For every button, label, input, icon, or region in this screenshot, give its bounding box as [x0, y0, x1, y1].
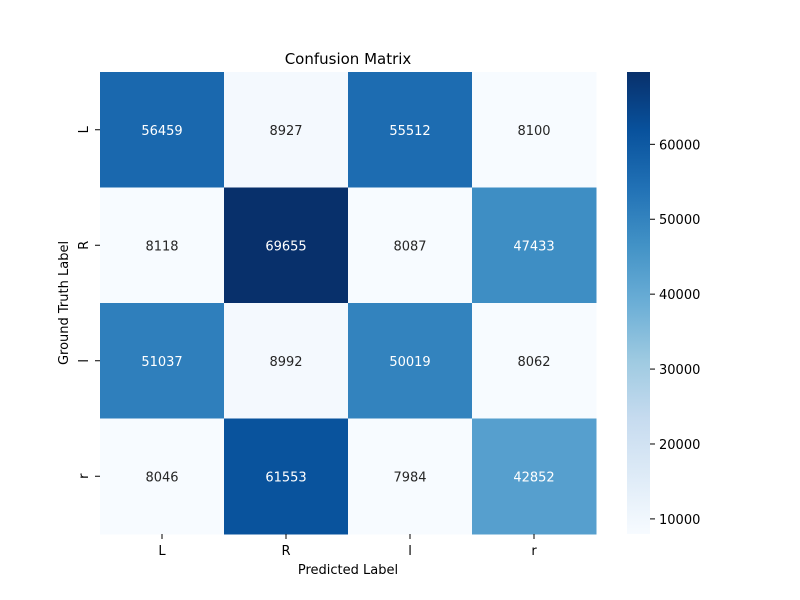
heatmap-cell [224, 303, 349, 419]
heatmap-cell [224, 187, 349, 304]
heatmap-cell-labels: 56459 8927 55512 8100 8118 69655 8087 47433 5103… [141, 124, 554, 486]
x-tick-label: R [281, 544, 290, 559]
chart-title: Confusion Matrix [285, 50, 412, 68]
cell-value-label: 8992 [269, 355, 302, 370]
y-axis-ticks: L Rl r [77, 125, 100, 479]
cell-value-label: 8087 [393, 239, 426, 254]
heatmap-cell [472, 72, 597, 188]
cell-value-label: 50019 [389, 355, 430, 370]
heatmap-cell [224, 72, 349, 188]
heatmap-cell [472, 187, 597, 304]
cell-value-label: 42852 [513, 470, 554, 485]
heatmap-cell [224, 418, 349, 535]
heatmap-cell [348, 418, 473, 535]
heatmap-cell [100, 418, 225, 535]
heatmap-cell [472, 303, 597, 419]
cell-value-label: 7984 [393, 470, 426, 485]
cell-value-label: 8118 [145, 239, 178, 254]
cell-value-label: 69655 [265, 239, 306, 254]
colorbar [627, 72, 650, 534]
heatmap-cells [100, 72, 597, 535]
heatmap-cell [100, 303, 225, 419]
y-tick-label: L [77, 125, 92, 133]
heatmap-cell [348, 72, 473, 188]
cell-value-label: 51037 [141, 355, 182, 370]
cell-value-label: 47433 [513, 239, 554, 254]
y-tick-label: l [77, 359, 92, 363]
heatmap-cell [100, 72, 225, 188]
heatmap-cell [100, 187, 225, 304]
cell-value-label: 55512 [389, 124, 430, 139]
colorbar-tick-label: 20000 [659, 438, 700, 453]
colorbar-tick-label: 40000 [659, 288, 700, 303]
y-axis-label: Ground Truth Label [57, 241, 72, 365]
y-tick-label: r [77, 473, 92, 479]
colorbar-tick-label: 10000 [659, 513, 700, 528]
heatmap-cell [348, 187, 473, 304]
colorbar-tick-label: 60000 [659, 138, 700, 153]
heatmap-cell [472, 418, 597, 535]
x-axis-label: Predicted Label [298, 563, 398, 578]
x-tick-label: L [158, 544, 166, 559]
x-tick-label: l [408, 544, 412, 559]
cell-value-label: 8062 [517, 355, 550, 370]
cell-value-label: 61553 [265, 470, 306, 485]
y-tick-label: R [77, 241, 92, 250]
x-tick-label: r [531, 544, 537, 559]
cell-value-label: 56459 [141, 124, 182, 139]
cell-value-label: 8927 [269, 124, 302, 139]
colorbar-tick-label: 50000 [659, 213, 700, 228]
cell-value-label: 8100 [517, 124, 550, 139]
cell-value-label: 8046 [145, 470, 178, 485]
colorbar-tick-label: 30000 [659, 363, 700, 378]
heatmap-cell [348, 303, 473, 419]
colorbar-ticks: 10000 20000 30000 40000 50000 60000 [650, 138, 700, 528]
